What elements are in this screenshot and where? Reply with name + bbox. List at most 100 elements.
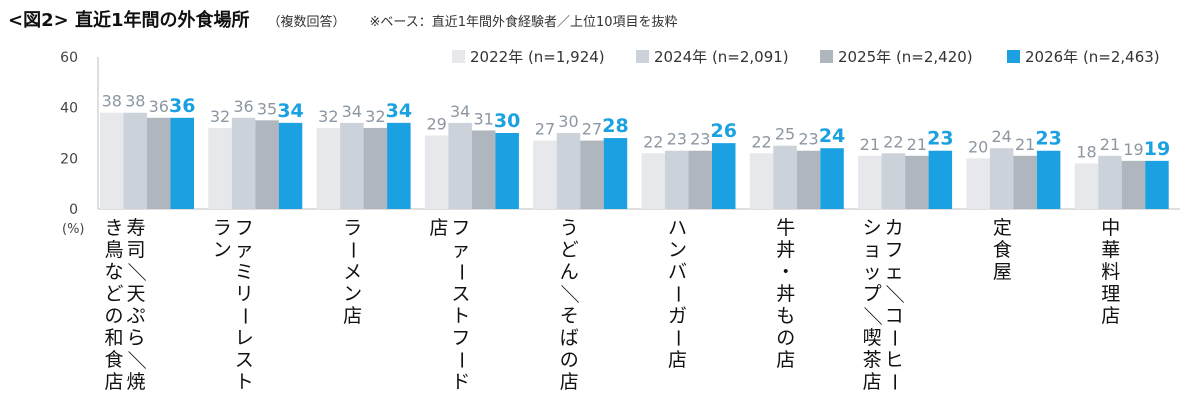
bar xyxy=(255,120,279,209)
data-label: 32 xyxy=(210,107,230,126)
bar xyxy=(231,117,256,209)
svg-text:リ: リ xyxy=(235,283,254,305)
svg-text:ァ: ァ xyxy=(235,239,254,261)
svg-text:ん: ん xyxy=(560,261,579,283)
legend-label: 2022年 (n=1,924) xyxy=(470,48,605,66)
svg-text:食: 食 xyxy=(104,349,123,371)
svg-text:の: の xyxy=(104,305,123,327)
svg-text:も: も xyxy=(776,305,795,327)
data-label: 36 xyxy=(233,97,253,116)
svg-text:・: ・ xyxy=(776,261,795,283)
category-label: 定食屋 xyxy=(993,217,1012,283)
data-label: 19 xyxy=(1144,138,1170,160)
svg-text:ミ: ミ xyxy=(235,261,254,283)
svg-text:ラ: ラ xyxy=(213,217,232,239)
svg-text:理: 理 xyxy=(1101,283,1120,305)
bar xyxy=(928,150,953,209)
bar xyxy=(363,127,388,209)
svg-text:店: 店 xyxy=(776,349,795,371)
bar xyxy=(858,155,882,209)
svg-text:焼: 焼 xyxy=(126,371,145,393)
svg-text:店: 店 xyxy=(863,371,882,393)
data-label: 34 xyxy=(342,102,362,121)
data-label: 24 xyxy=(991,127,1011,146)
bar xyxy=(665,150,689,209)
svg-text:ー: ー xyxy=(883,372,905,391)
chart-subtitle: （複数回答） xyxy=(267,15,346,30)
svg-text:き: き xyxy=(104,217,123,239)
bar xyxy=(688,150,712,209)
chart-title: <図2> 直近1年間の外食場所 xyxy=(8,10,250,31)
data-label: 34 xyxy=(386,100,412,122)
bar xyxy=(123,112,147,209)
bar xyxy=(533,140,557,209)
svg-text:店: 店 xyxy=(668,349,687,371)
bar xyxy=(796,150,821,209)
bar xyxy=(495,133,519,209)
bar xyxy=(387,122,411,209)
svg-text:和: 和 xyxy=(104,327,123,349)
data-label: 36 xyxy=(149,97,169,116)
data-label: 27 xyxy=(582,120,602,139)
svg-text:ョ: ョ xyxy=(863,239,882,261)
data-label: 34 xyxy=(450,102,470,121)
svg-text:ト: ト xyxy=(451,305,470,327)
svg-text:ン: ン xyxy=(343,283,362,305)
legend-swatch xyxy=(1007,50,1020,63)
bar xyxy=(448,122,472,209)
bar xyxy=(603,138,628,209)
svg-text:シ: シ xyxy=(863,217,882,239)
y-tick-label: 40 xyxy=(60,101,78,117)
svg-text:う: う xyxy=(560,217,579,239)
svg-text:店: 店 xyxy=(560,371,579,393)
svg-text:ー: ー xyxy=(667,284,689,303)
data-label: 23 xyxy=(690,130,710,149)
svg-text:ー: ー xyxy=(233,306,255,325)
bar xyxy=(340,122,364,209)
data-label: 26 xyxy=(711,120,737,142)
svg-text:／: ／ xyxy=(861,306,883,325)
svg-text:ぷ: ぷ xyxy=(126,305,145,327)
svg-text:コ: コ xyxy=(885,305,904,327)
svg-text:ハ: ハ xyxy=(668,217,687,239)
data-label: 32 xyxy=(318,107,338,126)
svg-text:喫: 喫 xyxy=(863,327,882,349)
svg-text:ら: ら xyxy=(126,327,145,349)
svg-text:プ: プ xyxy=(863,283,882,305)
svg-text:フ: フ xyxy=(451,327,470,349)
bar xyxy=(966,158,990,209)
legend-label: 2025年 (n=2,420) xyxy=(838,48,973,66)
bar xyxy=(556,133,581,209)
svg-text:ば: ば xyxy=(560,327,579,349)
svg-text:の: の xyxy=(560,349,579,371)
svg-text:ー: ー xyxy=(342,240,364,259)
svg-text:ン: ン xyxy=(213,239,232,261)
svg-text:天: 天 xyxy=(126,283,145,305)
svg-text:フ: フ xyxy=(451,217,470,239)
data-label: 27 xyxy=(535,120,555,139)
bar xyxy=(712,143,736,209)
svg-text:店: 店 xyxy=(429,217,448,239)
legend-swatch xyxy=(820,50,833,63)
svg-text:料: 料 xyxy=(1101,261,1120,283)
svg-text:の: の xyxy=(776,327,795,349)
bar xyxy=(989,148,1014,209)
svg-text:丼: 丼 xyxy=(776,239,795,261)
bar xyxy=(471,130,496,209)
y-axis-label: (%) xyxy=(62,222,85,237)
svg-text:ラ: ラ xyxy=(343,217,362,239)
svg-text:ー: ー xyxy=(450,350,472,369)
svg-text:鳥: 鳥 xyxy=(104,239,123,261)
svg-text:店: 店 xyxy=(104,371,123,393)
svg-text:／: ／ xyxy=(125,350,147,369)
y-tick-label: 60 xyxy=(60,50,78,66)
svg-text:そ: そ xyxy=(560,305,579,327)
bar xyxy=(881,153,906,209)
data-label: 34 xyxy=(277,100,303,122)
